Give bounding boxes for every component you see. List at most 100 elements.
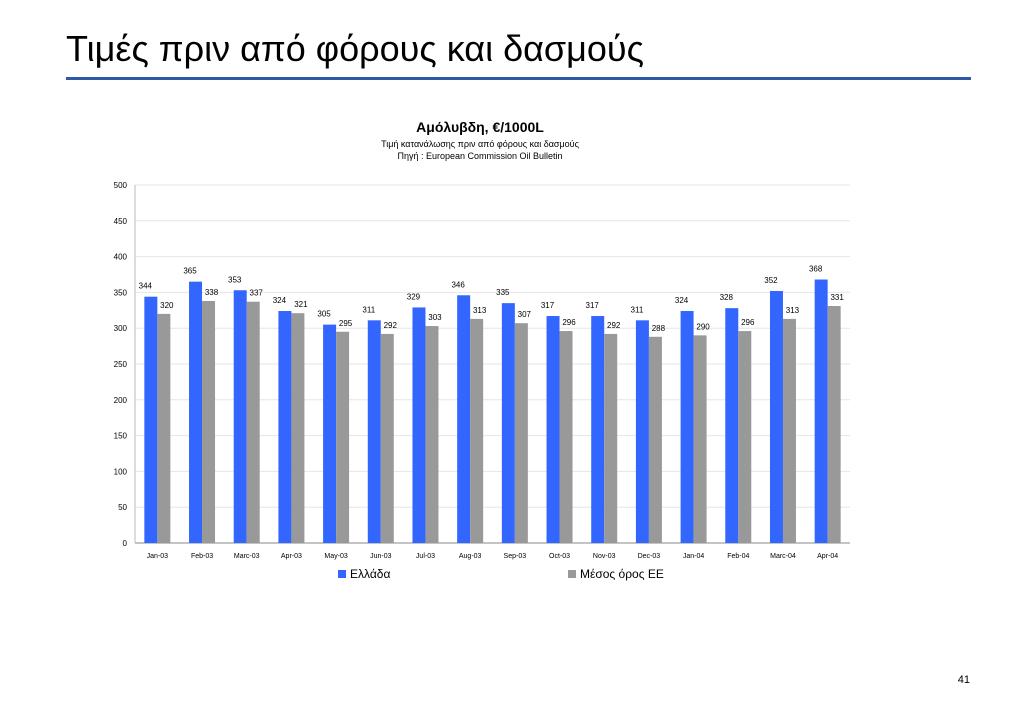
bar-eu-average <box>425 326 439 543</box>
x-tick-label: Sep-03 <box>504 553 527 560</box>
data-label: 296 <box>562 318 576 327</box>
bar-eu-average <box>380 333 394 543</box>
x-tick-label: Jul-03 <box>416 553 435 560</box>
bar-greece <box>725 308 739 543</box>
y-tick-label: 400 <box>114 253 128 262</box>
data-label: 317 <box>586 301 600 310</box>
y-tick-label: 0 <box>123 539 128 548</box>
data-label: 365 <box>183 267 197 276</box>
legend-label: Μέσος όρος ΕΕ <box>580 567 664 581</box>
y-tick-label: 150 <box>114 432 128 441</box>
data-label: 344 <box>139 282 153 291</box>
data-label: 321 <box>294 300 308 309</box>
bar-greece <box>501 303 515 543</box>
x-tick-label: May-03 <box>324 553 347 560</box>
legend-swatch <box>338 570 346 578</box>
data-label: 328 <box>720 293 734 302</box>
data-label: 295 <box>339 319 353 328</box>
data-label: 324 <box>273 296 287 305</box>
x-tick-label: Jan-04 <box>683 553 705 560</box>
x-tick-label: Dec-03 <box>638 553 661 560</box>
data-label: 329 <box>407 292 421 301</box>
bar-greece <box>814 279 828 543</box>
bar-eu-average <box>157 313 171 543</box>
data-label: 337 <box>250 289 264 298</box>
bar-eu-average <box>559 331 573 543</box>
data-label: 292 <box>384 321 398 330</box>
y-tick-label: 250 <box>114 360 128 369</box>
bar-eu-average <box>738 331 752 543</box>
y-tick-label: 450 <box>114 217 128 226</box>
x-tick-label: Feb-03 <box>191 553 213 560</box>
data-label: 296 <box>741 318 755 327</box>
bar-greece <box>323 324 337 543</box>
data-label: 288 <box>652 324 666 333</box>
y-tick-label: 200 <box>114 396 128 405</box>
bar-greece <box>144 296 158 543</box>
x-tick-label: Marc-03 <box>234 553 260 560</box>
bar-eu-average <box>648 336 662 543</box>
title-rule <box>66 77 971 80</box>
data-label: 313 <box>786 306 800 315</box>
y-tick-label: 300 <box>114 324 128 333</box>
x-tick-label: Jan-03 <box>147 553 169 560</box>
y-tick-label: 50 <box>118 503 127 512</box>
bar-greece <box>680 311 694 543</box>
data-label: 320 <box>160 301 174 310</box>
bar-greece <box>233 290 247 543</box>
bar-greece <box>457 295 471 543</box>
slide-title: Τιμές πριν από φόρους και δασμούς <box>66 28 644 69</box>
data-label: 305 <box>317 310 331 319</box>
bar-eu-average <box>246 301 260 543</box>
bar-greece <box>769 290 783 543</box>
data-label: 324 <box>675 296 689 305</box>
data-label: 290 <box>696 322 710 331</box>
bar-greece <box>546 316 560 543</box>
x-tick-label: Jun-03 <box>370 553 392 560</box>
bar-eu-average <box>291 313 305 543</box>
legend-swatch <box>568 570 576 578</box>
data-label: 292 <box>607 321 621 330</box>
bar-greece <box>367 320 381 543</box>
x-tick-label: Feb-04 <box>727 553 749 560</box>
y-tick-label: 500 <box>114 181 128 190</box>
chart-subtitle: Τιμή κατανάλωσης πριν από φόρους και δασ… <box>381 139 579 149</box>
x-tick-label: Aug-03 <box>459 553 482 560</box>
page-number: 41 <box>957 674 970 686</box>
data-label: 368 <box>809 265 823 274</box>
bar-eu-average <box>470 318 484 543</box>
data-label: 307 <box>518 310 532 319</box>
legend-label: Ελλάδα <box>350 567 390 581</box>
data-label: 311 <box>631 305 644 314</box>
bar-eu-average <box>202 300 216 543</box>
bar-eu-average <box>336 331 350 543</box>
chart-title: Αμόλυβδη, €/1000L <box>416 119 544 135</box>
chart-source: Πηγή : European Commission Oil Bulletin <box>397 151 563 161</box>
data-label: 311 <box>362 305 375 314</box>
data-label: 338 <box>205 288 219 297</box>
data-label: 346 <box>451 280 465 289</box>
x-tick-label: Marc-04 <box>770 553 796 560</box>
x-tick-label: Apr-04 <box>817 553 838 560</box>
bar-greece <box>189 281 203 543</box>
x-tick-label: Nov-03 <box>593 553 616 560</box>
data-label: 335 <box>496 288 510 297</box>
y-tick-label: 100 <box>114 467 128 476</box>
y-tick-label: 350 <box>114 288 128 297</box>
bar-greece <box>412 307 426 543</box>
bar-eu-average <box>782 318 796 543</box>
data-label: 303 <box>428 313 442 322</box>
data-label: 352 <box>764 276 778 285</box>
data-label: 353 <box>228 275 242 284</box>
bar-eu-average <box>827 306 841 543</box>
bar-eu-average <box>693 335 707 543</box>
bar-eu-average <box>604 333 618 543</box>
bar-eu-average <box>514 323 528 543</box>
bar-greece <box>591 316 605 543</box>
data-label: 317 <box>541 301 555 310</box>
data-label: 313 <box>473 306 487 315</box>
data-label: 331 <box>830 293 844 302</box>
bar-greece <box>278 311 292 543</box>
x-tick-label: Oct-03 <box>549 553 570 560</box>
